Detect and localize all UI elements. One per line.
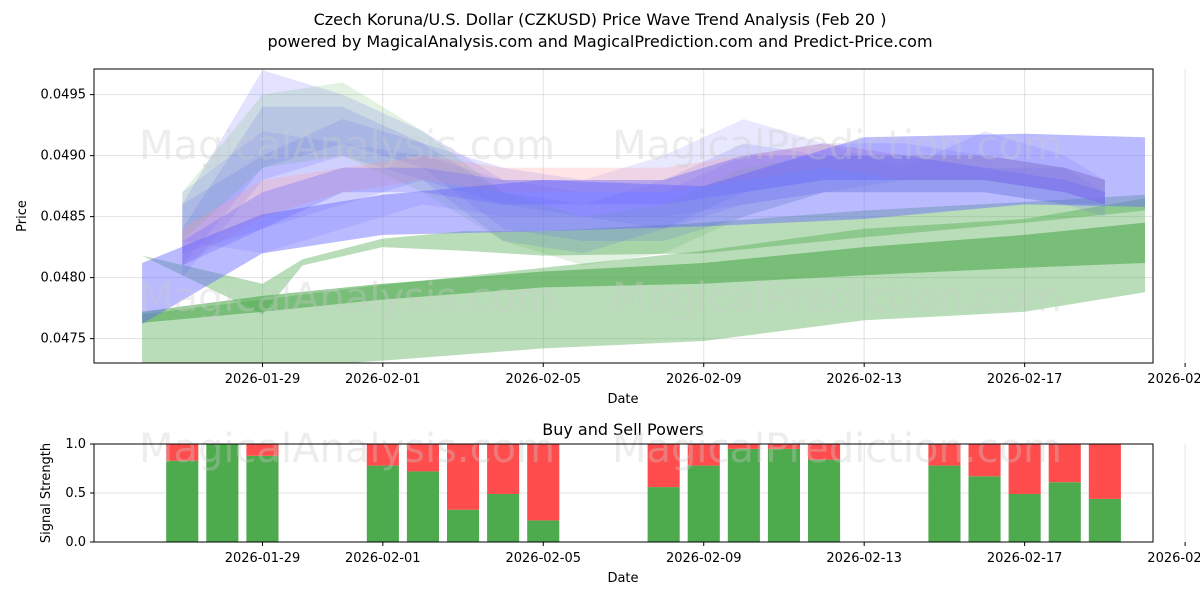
price-axes-frame bbox=[93, 68, 1154, 364]
price-y-ticks: 0.0475 0.0480 0.0485 0.0490 0.0495 bbox=[41, 88, 94, 347]
buy-sell-y-ticks: 0.0 0.5 1.0 bbox=[65, 437, 94, 550]
buy-sell-x-tick-label: 2026-01-29 bbox=[225, 551, 301, 566]
price-x-tick-label: 2026-01-29 bbox=[225, 372, 301, 387]
blue-wave-band bbox=[182, 119, 1105, 254]
buy-sell-bars bbox=[166, 444, 1121, 542]
price-watermarks: MagicalAnalysis.com MagicalPrediction.co… bbox=[139, 123, 1062, 321]
sell-power-bar bbox=[1048, 444, 1081, 483]
buy-power-bar bbox=[166, 460, 199, 542]
watermark-bottom-right: MagicalPrediction.com bbox=[612, 426, 1062, 472]
buy-power-bar bbox=[447, 509, 480, 542]
sell-power-bar bbox=[1008, 444, 1041, 494]
buy-power-bar bbox=[808, 459, 841, 542]
buy-power-bar bbox=[687, 465, 720, 542]
watermark-mid-right: MagicalPrediction.com bbox=[612, 275, 1062, 321]
sell-power-bar bbox=[406, 444, 439, 472]
watermark-top-left: MagicalAnalysis.com bbox=[139, 123, 555, 169]
blue-wave-band bbox=[182, 119, 1105, 254]
buy-sell-x-axis-label: Date bbox=[607, 571, 638, 586]
price-x-tick-label: 2026-02-09 bbox=[666, 372, 742, 387]
buy-sell-watermarks: MagicalAnalysis.com MagicalPrediction.co… bbox=[139, 426, 1062, 472]
buy-sell-x-ticks: 2026-01-29 2026-02-01 2026-02-05 2026-02-09… bbox=[225, 542, 1200, 566]
blue-wave-band bbox=[182, 70, 1105, 266]
sell-power-bar bbox=[527, 444, 560, 521]
green-wave-band bbox=[182, 82, 1105, 266]
sell-power-bar bbox=[767, 444, 800, 449]
buy-sell-chart: Buy and Sell Powers MagicalAnalysis.com … bbox=[39, 420, 1200, 586]
price-x-tick-label: 2026-02-21 bbox=[1147, 372, 1200, 387]
buy-power-bar bbox=[246, 455, 279, 542]
pink-wave-band bbox=[182, 143, 1105, 266]
sell-power-bar bbox=[166, 444, 199, 461]
buy-power-bar bbox=[727, 448, 760, 542]
price-y-tick-label: 0.0495 bbox=[41, 88, 87, 103]
sell-power-bar bbox=[647, 444, 680, 488]
green-trend-band bbox=[142, 194, 1146, 315]
green-trend-band bbox=[142, 222, 1146, 323]
sell-power-bar bbox=[968, 444, 1001, 477]
sell-power-bar bbox=[447, 444, 480, 510]
price-y-tick-label: 0.0475 bbox=[41, 332, 87, 347]
price-y-tick-label: 0.0490 bbox=[41, 149, 87, 164]
blue-wave-band bbox=[182, 106, 1105, 278]
sell-power-bar bbox=[687, 444, 720, 466]
price-x-tick-label: 2026-02-17 bbox=[987, 372, 1063, 387]
sell-power-bar bbox=[928, 444, 961, 466]
buy-power-bar bbox=[767, 448, 800, 542]
buy-sell-y-tick-label: 1.0 bbox=[65, 437, 86, 452]
buy-sell-y-axis-label: Signal Strength bbox=[39, 443, 54, 543]
buy-sell-x-tick-label: 2026-02-05 bbox=[505, 551, 581, 566]
buy-power-bar bbox=[1048, 482, 1081, 542]
sell-power-bar bbox=[246, 444, 279, 456]
blue-primary-band bbox=[142, 133, 1146, 324]
chart-title-line2: powered by MagicalAnalysis.com and Magic… bbox=[267, 32, 932, 51]
buy-power-bar bbox=[487, 494, 520, 542]
buy-power-bar bbox=[968, 476, 1001, 542]
watermark-mid-left: MagicalAnalysis.com bbox=[139, 275, 555, 321]
chart-title-line1: Czech Koruna/U.S. Dollar (CZKUSD) Price … bbox=[314, 10, 887, 29]
price-x-ticks: 2026-01-29 2026-02-01 2026-02-05 2026-02-09… bbox=[225, 363, 1200, 387]
price-x-tick-label: 2026-02-13 bbox=[826, 372, 902, 387]
buy-sell-y-tick-label: 0.0 bbox=[65, 535, 86, 550]
price-x-axis-label: Date bbox=[607, 392, 638, 407]
buy-power-bar bbox=[928, 465, 961, 542]
price-y-tick-label: 0.0480 bbox=[41, 271, 87, 286]
price-wave-chart: MagicalAnalysis.com MagicalPrediction.co… bbox=[15, 68, 1200, 407]
sell-power-bar bbox=[487, 444, 520, 494]
buy-sell-x-tick-label: 2026-02-01 bbox=[345, 551, 421, 566]
blue-wave-band bbox=[182, 155, 1105, 266]
buy-sell-title: Buy and Sell Powers bbox=[542, 420, 704, 439]
buy-sell-x-tick-label: 2026-02-09 bbox=[666, 551, 742, 566]
buy-power-bar bbox=[406, 471, 439, 542]
buy-power-bar bbox=[366, 465, 399, 542]
price-y-tick-label: 0.0485 bbox=[41, 210, 87, 225]
price-y-axis-label: Price bbox=[15, 200, 30, 232]
buy-power-bar bbox=[206, 444, 239, 542]
price-bands bbox=[142, 70, 1146, 363]
price-x-tick-label: 2026-02-01 bbox=[345, 372, 421, 387]
sell-power-bar bbox=[727, 444, 760, 449]
sell-power-bar bbox=[366, 444, 399, 466]
buy-power-bar bbox=[647, 487, 680, 542]
price-x-tick-label: 2026-02-05 bbox=[505, 372, 581, 387]
sell-power-bar bbox=[808, 444, 841, 460]
watermark-bottom-left: MagicalAnalysis.com bbox=[139, 426, 555, 472]
buy-power-bar bbox=[527, 520, 560, 542]
buy-sell-y-tick-label: 0.5 bbox=[65, 486, 86, 501]
buy-sell-x-tick-label: 2026-02-13 bbox=[826, 551, 902, 566]
watermark-top-right: MagicalPrediction.com bbox=[612, 123, 1062, 169]
buy-power-bar bbox=[1088, 498, 1121, 542]
sell-power-bar bbox=[1088, 444, 1121, 499]
buy-sell-x-tick-label: 2026-02-21 bbox=[1147, 551, 1200, 566]
buy-sell-x-tick-label: 2026-02-17 bbox=[987, 551, 1063, 566]
buy-power-bar bbox=[1008, 494, 1041, 542]
